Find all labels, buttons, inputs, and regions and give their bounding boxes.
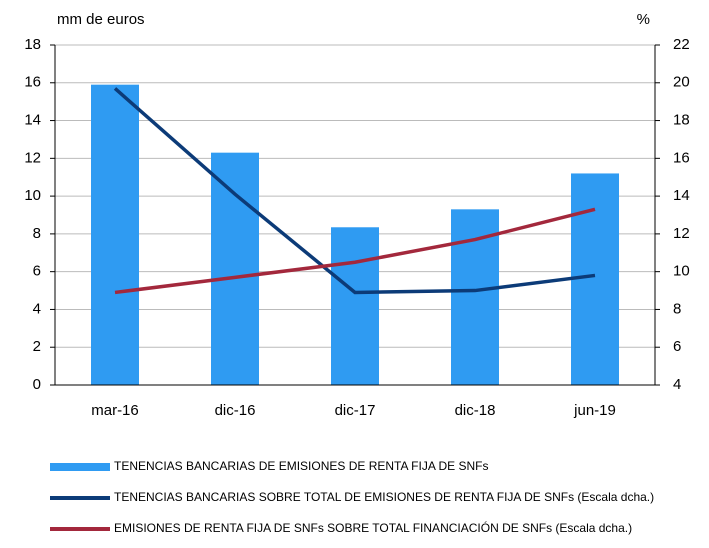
- y2-tick-label: 20: [673, 74, 690, 91]
- y-tick-label: 18: [24, 36, 41, 53]
- x-tick-label: dic-16: [215, 402, 256, 419]
- y2-tick-label: 6: [673, 338, 681, 355]
- y2-tick-label: 12: [673, 225, 690, 242]
- y-tick-label: 12: [24, 149, 41, 166]
- legend-swatch: [50, 463, 110, 471]
- legend-label: TENENCIAS BANCARIAS DE EMISIONES DE RENT…: [114, 459, 489, 473]
- line: [113, 87, 596, 295]
- y-tick-label: 0: [33, 376, 41, 393]
- y2-tick-label: 16: [673, 149, 690, 166]
- y-tick-label: 4: [33, 300, 41, 317]
- x-tick-label: dic-18: [455, 402, 496, 419]
- y-tick-label: 16: [24, 74, 41, 91]
- legend: TENENCIAS BANCARIAS DE EMISIONES DE RENT…: [50, 459, 654, 535]
- y-tick-label: 2: [33, 338, 41, 355]
- bar: [331, 227, 379, 385]
- y2-tick-label: 14: [673, 187, 690, 204]
- y-tick-label: 8: [33, 225, 41, 242]
- y-tick-label: 6: [33, 263, 41, 280]
- x-tick-label: dic-17: [335, 402, 376, 419]
- y2-tick-label: 18: [673, 112, 690, 129]
- x-tick-label: mar-16: [91, 402, 139, 419]
- bar: [91, 84, 139, 386]
- y2-tick-label: 4: [673, 376, 681, 393]
- y-tick-label: 10: [24, 187, 41, 204]
- line: [114, 207, 596, 295]
- y2-tick-label: 10: [673, 263, 690, 280]
- legend-label: EMISIONES DE RENTA FIJA DE SNFs SOBRE TO…: [114, 520, 632, 535]
- y-tick-label: 14: [24, 112, 41, 129]
- y2-axis-label: %: [637, 11, 650, 28]
- x-tick-label: jun-19: [573, 402, 616, 419]
- legend-label: TENENCIAS BANCARIAS SOBRE TOTAL DE EMISI…: [114, 490, 654, 504]
- y2-tick-label: 22: [673, 36, 690, 53]
- y2-tick-label: 8: [673, 300, 681, 317]
- bar: [211, 152, 259, 385]
- y-axis-label: mm de euros: [57, 11, 145, 28]
